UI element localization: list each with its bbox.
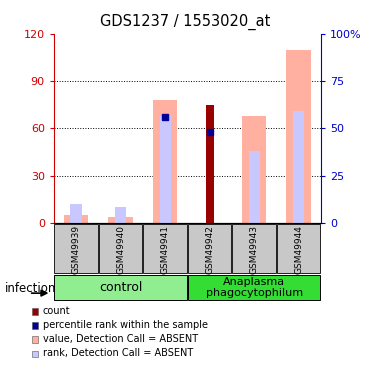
Bar bbox=[54, 224, 98, 273]
Text: GSM49939: GSM49939 bbox=[72, 225, 81, 274]
Bar bbox=[143, 224, 187, 273]
Bar bbox=[249, 150, 260, 223]
Bar bbox=[99, 224, 142, 273]
Bar bbox=[64, 215, 88, 223]
Text: rank, Detection Call = ABSENT: rank, Detection Call = ABSENT bbox=[43, 348, 193, 358]
Text: GDS1237 / 1553020_at: GDS1237 / 1553020_at bbox=[100, 14, 271, 30]
Bar bbox=[153, 100, 177, 223]
Bar bbox=[232, 224, 276, 273]
Bar bbox=[277, 224, 321, 273]
Text: value, Detection Call = ABSENT: value, Detection Call = ABSENT bbox=[43, 334, 198, 344]
Text: GSM49942: GSM49942 bbox=[205, 225, 214, 273]
Bar bbox=[115, 207, 126, 223]
Text: Anaplasma
phagocytophilum: Anaplasma phagocytophilum bbox=[206, 277, 303, 298]
Text: GSM49940: GSM49940 bbox=[116, 225, 125, 274]
Bar bbox=[108, 217, 133, 223]
Bar bbox=[206, 105, 214, 223]
Text: control: control bbox=[99, 281, 142, 294]
Bar bbox=[70, 204, 82, 223]
Text: percentile rank within the sample: percentile rank within the sample bbox=[43, 320, 208, 330]
Bar bbox=[242, 116, 266, 223]
Bar bbox=[188, 224, 232, 273]
Text: infection: infection bbox=[4, 282, 56, 294]
Text: GSM49944: GSM49944 bbox=[294, 225, 303, 273]
Bar bbox=[54, 275, 187, 300]
Bar bbox=[286, 50, 311, 223]
Text: GSM49941: GSM49941 bbox=[161, 225, 170, 274]
Text: GSM49943: GSM49943 bbox=[250, 225, 259, 274]
Text: count: count bbox=[43, 306, 70, 315]
Bar bbox=[188, 275, 321, 300]
Bar bbox=[293, 111, 304, 223]
Bar bbox=[160, 116, 171, 223]
